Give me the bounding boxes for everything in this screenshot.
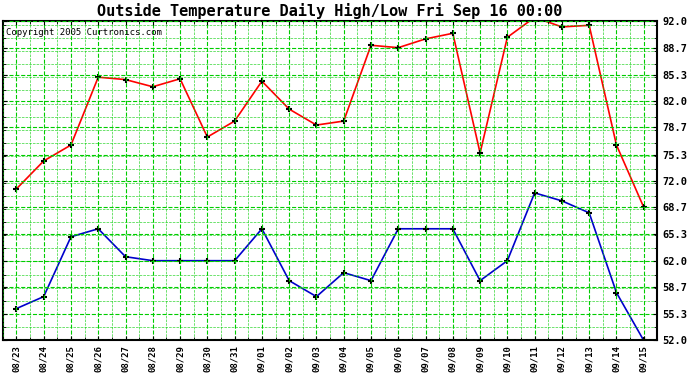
Text: Copyright 2005 Curtronics.com: Copyright 2005 Curtronics.com (6, 28, 162, 37)
Title: Outside Temperature Daily High/Low Fri Sep 16 00:00: Outside Temperature Daily High/Low Fri S… (97, 3, 563, 19)
